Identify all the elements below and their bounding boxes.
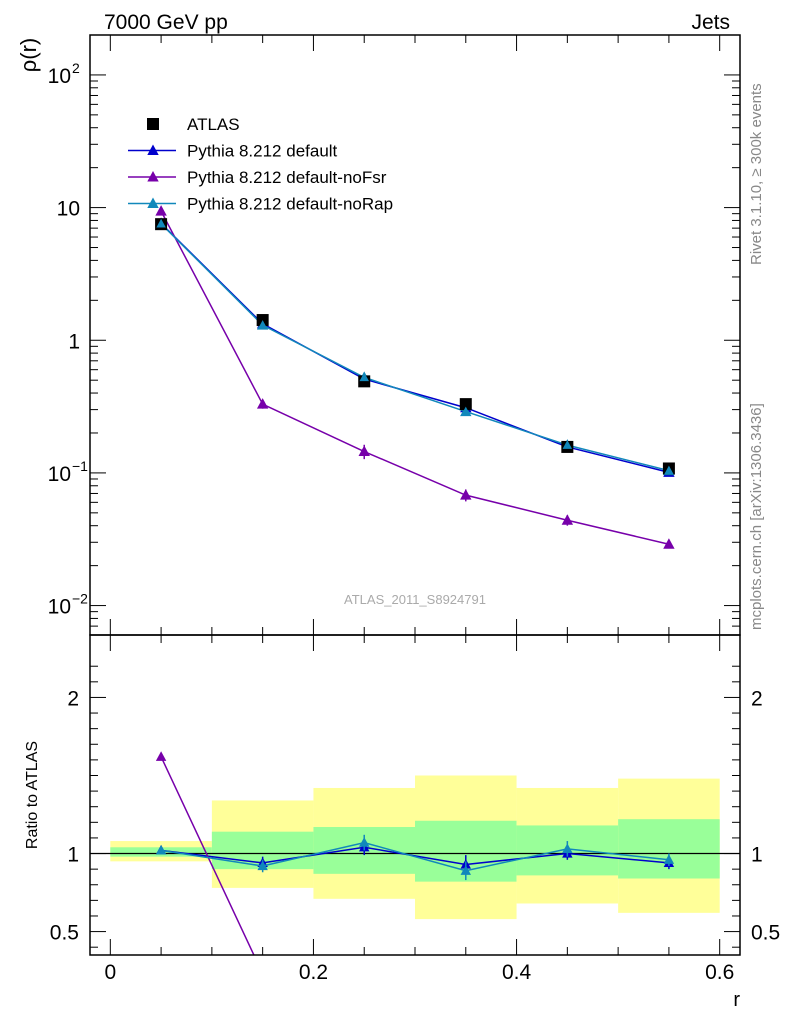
noRap-point-overlay <box>359 372 369 382</box>
legend-marker-noFsr <box>147 171 159 182</box>
ratio-y-axis-label: Ratio to ATLAS <box>24 741 41 849</box>
ratio-x-tick-label: 0.4 <box>502 961 532 984</box>
main-y-tick-label: 10 <box>48 463 71 486</box>
noFsr-point <box>155 205 167 216</box>
ratio-y-tick-label-right: 2 <box>751 687 763 710</box>
ratio-panel: 0.5 0.5 1 1 2 2 0 0.2 0.4 0.6 Ratio to ATLAS r <box>24 634 780 1011</box>
atlas-data-point <box>256 314 269 327</box>
ratio-noRap-point <box>358 837 370 847</box>
atlas-data-point <box>459 398 472 411</box>
default-line <box>160 222 670 474</box>
uncertainty-band-inner <box>618 819 720 879</box>
ratio-y-tick-label-left: 0.5 <box>50 922 79 945</box>
header-energy: 7000 GeV pp <box>104 11 228 34</box>
noRap-point-overlay <box>461 406 471 416</box>
main-y-tick-label: 10 <box>48 596 71 619</box>
ratio-noFsr-point <box>155 751 167 761</box>
ratio-noRap-point <box>257 860 268 871</box>
mcplots-label: mcplots.cern.ch [arXiv:1306.3436] <box>748 403 765 630</box>
legend-label-noRap: Pythia 8.212 default-noRap <box>187 195 393 214</box>
main-y-axis-label: ρ(r) <box>16 38 41 73</box>
x-axis-label: r <box>733 989 740 1011</box>
ratio-y-tick-label-left: 1 <box>67 844 79 867</box>
legend-label-default: Pythia 8.212 default <box>187 142 338 161</box>
legend-marker-noRap <box>147 197 159 208</box>
noFsr-line <box>160 210 670 545</box>
ratio-noRap-point <box>155 844 167 855</box>
noFsr-point <box>561 514 574 525</box>
ratio-noRap-point <box>663 854 675 864</box>
main-y-tick-label: 1 <box>68 330 80 353</box>
noFsr-point <box>358 445 370 457</box>
ratio-noFsr-point <box>562 960 572 970</box>
ratio-noFsr-point <box>359 957 369 967</box>
ratio-x-tick-label: 0.6 <box>705 961 734 984</box>
ratio-y-tick-label-right: 1 <box>751 844 763 867</box>
ratio-noRap-point <box>562 843 573 853</box>
legend-marker-default <box>147 144 159 155</box>
main-y-tick-label: 10 <box>57 198 80 221</box>
ratio-y-tick-label-left: 2 <box>67 687 79 710</box>
ratio-x-tick-label: 0.2 <box>299 961 328 984</box>
legend-label-noFsr: Pythia 8.212 default-noFsr <box>187 168 387 187</box>
ratio-y-tick-label-right: 0.5 <box>751 922 780 945</box>
noFsr-point <box>460 489 472 500</box>
ratio-default-line <box>161 846 669 866</box>
noFsr-point <box>663 538 675 549</box>
noRap-point-overlay <box>257 320 268 329</box>
noRap-line <box>160 223 670 472</box>
main-y-tick-exponent: 2 <box>72 60 80 76</box>
noRap-point-overlay <box>156 218 166 228</box>
ratio-noFsr-point <box>664 962 674 972</box>
header-process: Jets <box>691 11 730 34</box>
main-y-tick-exponent: −1 <box>72 458 88 474</box>
ratio-noFsr-point <box>257 968 267 978</box>
ratio-noFsr-point <box>461 971 471 981</box>
analysis-watermark: ATLAS_2011_S8924791 <box>344 592 486 607</box>
noFsr-point <box>256 398 269 409</box>
ratio-noFsr-line <box>160 756 255 955</box>
rivet-label: Rivet 3.1.10, ≥ 300k events <box>748 83 765 265</box>
legend-marker-atlas <box>147 118 159 130</box>
ratio-noRap-point <box>460 865 472 875</box>
main-y-tick-label: 10 <box>48 65 71 88</box>
ratio-x-tick-label: 0 <box>104 961 116 984</box>
noRap-point-overlay <box>664 465 674 475</box>
noRap-point-overlay <box>562 440 573 449</box>
legend: ATLAS Pythia 8.212 default Pythia 8.212 de… <box>128 115 393 214</box>
ratio-noRap-line <box>160 841 669 872</box>
main-y-tick-exponent: −2 <box>72 591 88 607</box>
legend-label-data: ATLAS <box>187 115 240 134</box>
